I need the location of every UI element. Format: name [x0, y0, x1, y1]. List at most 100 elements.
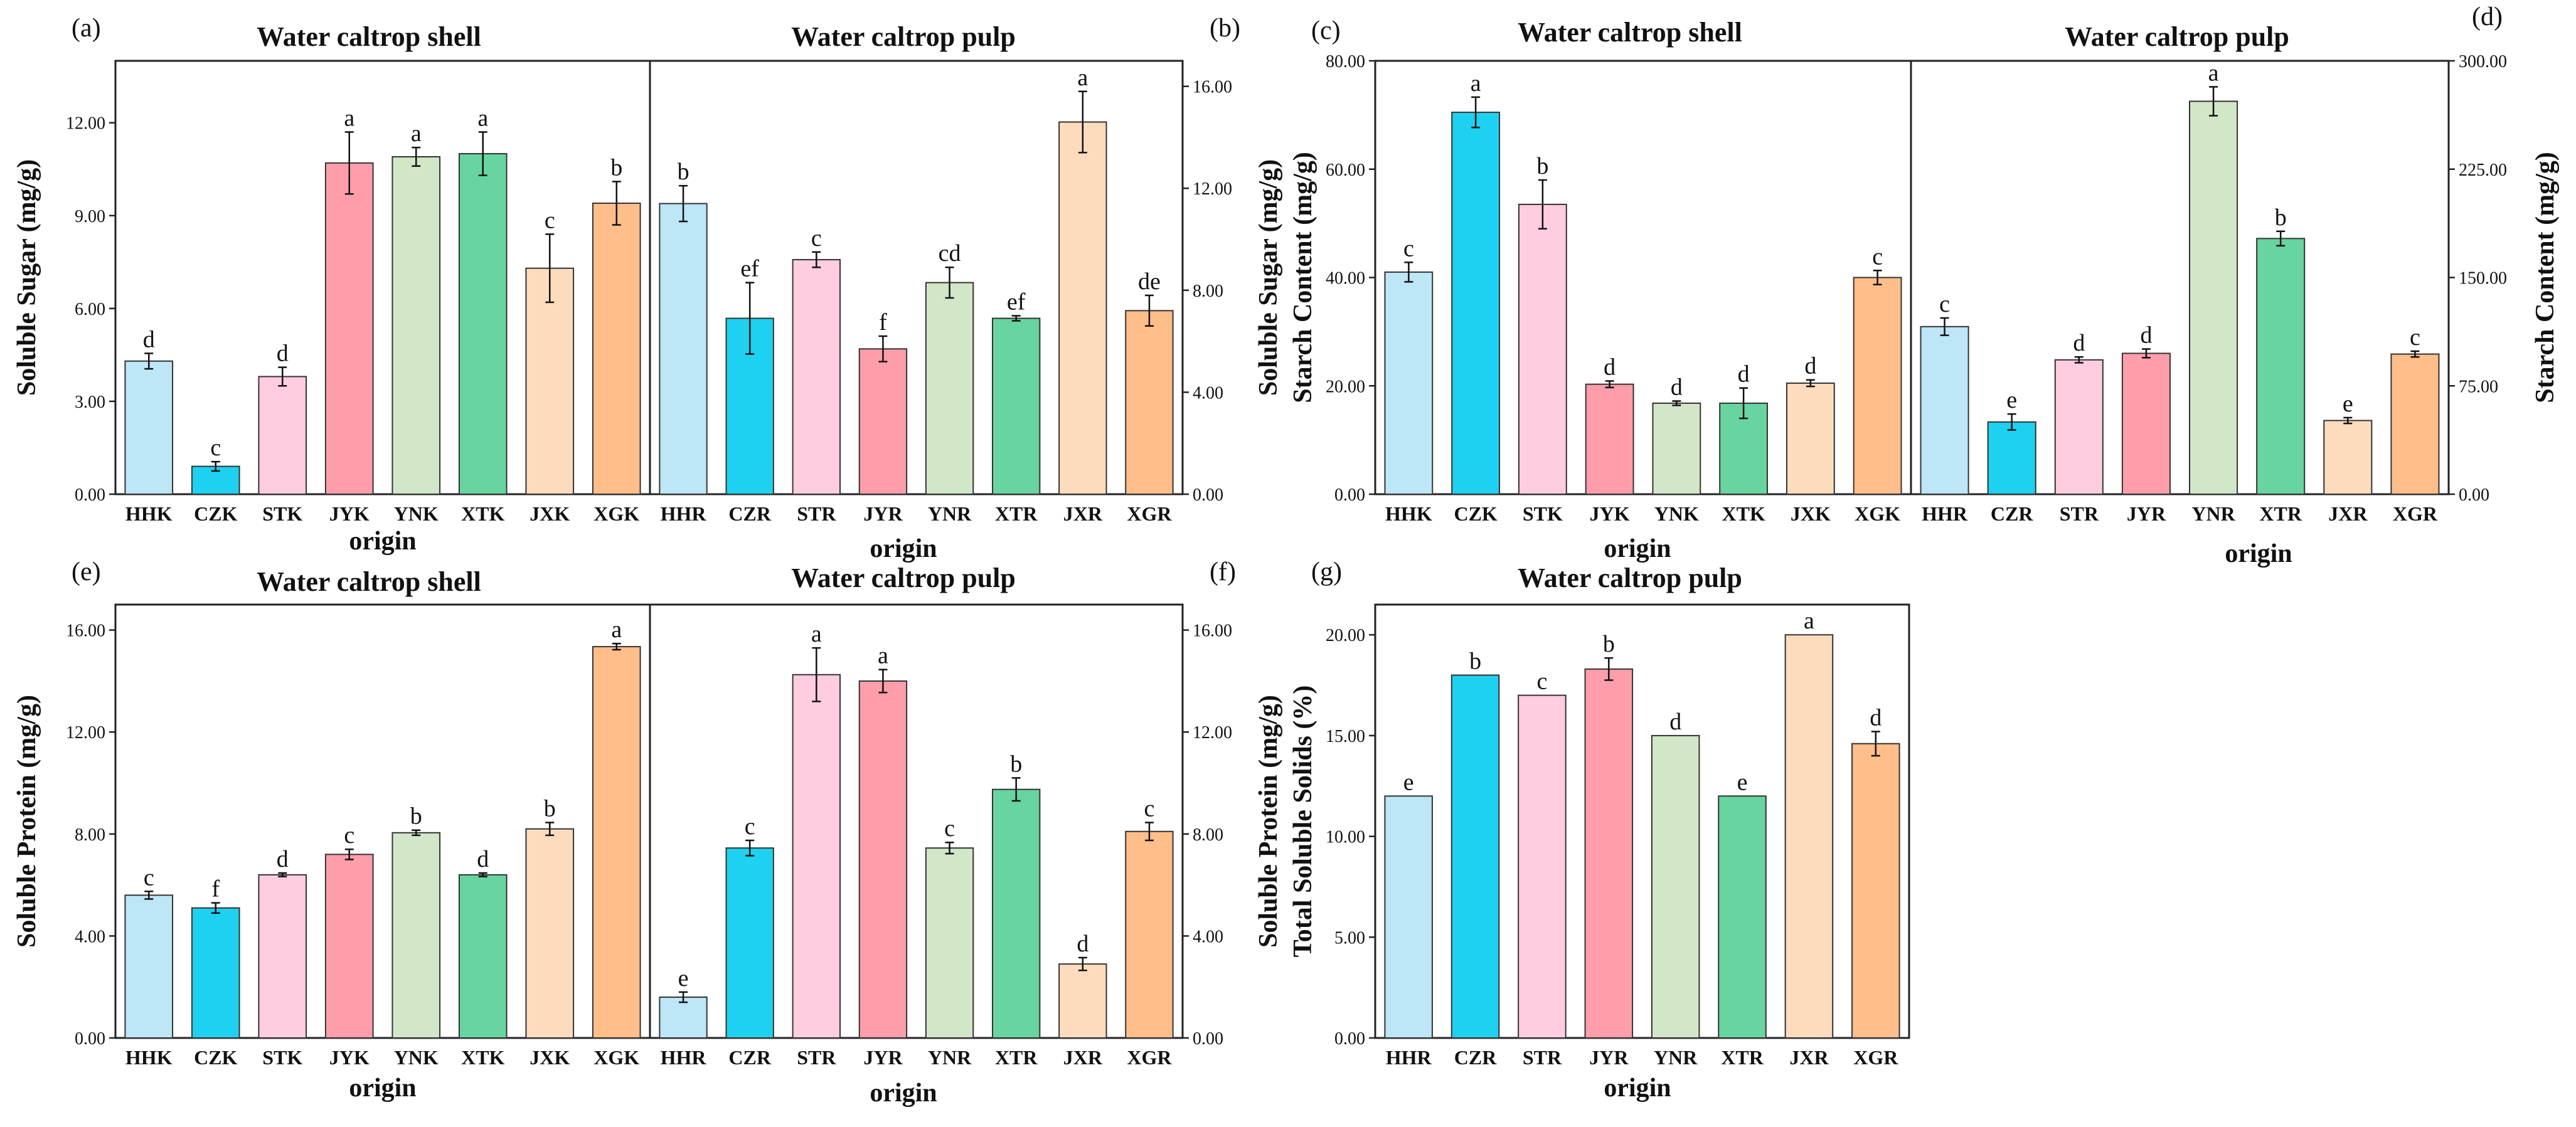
bar-XTK — [458, 153, 508, 495]
y-tick-label: 6.00 — [75, 300, 105, 319]
x-tick-label: XTK — [461, 502, 504, 525]
x-tick-label: YNK — [394, 1046, 439, 1069]
significance-label: a — [344, 105, 354, 132]
y-tick-label: 16.00 — [1193, 622, 1232, 641]
x-tick-label: CZK — [1454, 502, 1497, 525]
significance-label: a — [878, 643, 888, 669]
bar-XGK — [1853, 277, 1902, 495]
bar-YNK — [391, 156, 441, 495]
y-axis-title: Soluble Protein (mg/g) — [13, 695, 41, 948]
chart-total-soluble-solids: Water caltrop pulp (g) 0.00 5.00 10.00 15.00 2… — [1254, 558, 1910, 1103]
significance-label: b — [1469, 648, 1481, 674]
significance-label: d — [1604, 354, 1615, 380]
significance-label: e — [1737, 769, 1748, 795]
y-tick-label: 40.00 — [1326, 269, 1365, 288]
significance-label: ef — [740, 256, 759, 282]
bar-JYR — [858, 348, 908, 495]
significance-label: c — [811, 225, 822, 251]
panel-c: Water caltrop shell (c) 0.00 20.00 40.00 60.0… — [1254, 16, 1902, 563]
x-axis-title: origin — [870, 1079, 937, 1108]
significance-label: c — [1939, 291, 1950, 317]
bar-XTR — [992, 317, 1041, 495]
x-tick-label: JYR — [863, 502, 903, 525]
bar-HHR — [1384, 795, 1433, 1039]
bar-JXR — [1058, 963, 1107, 1039]
x-tick-label: XTR — [995, 1046, 1038, 1069]
y-tick-label: 0.00 — [1334, 1029, 1365, 1049]
y-axis-title: Soluble Sugar (mg/g) — [1254, 159, 1283, 396]
y-tick-label: 4.00 — [1193, 383, 1223, 403]
x-tick-label: JXK — [1791, 502, 1831, 525]
x-axis-title: origin — [1604, 534, 1671, 563]
significance-label: d — [1870, 704, 1881, 731]
bar-XTR — [992, 788, 1041, 1039]
bar-YNR — [925, 282, 974, 495]
bar-YNR — [1651, 734, 1700, 1039]
y-tick-label: 15.00 — [1326, 727, 1365, 746]
bar-HHR — [659, 996, 708, 1039]
bar-YNK — [391, 832, 441, 1039]
y-tick-label: 8.00 — [1193, 282, 1223, 301]
panel-e: Water caltrop shell (e) 0.00 4.00 8.00 12.00 1… — [13, 558, 641, 1103]
x-tick-label: CZR — [1454, 1046, 1497, 1069]
panel-title: Water caltrop pulp — [2065, 21, 2289, 52]
significance-label: a — [1077, 65, 1088, 91]
x-tick-label: STR — [797, 1046, 836, 1069]
x-tick-label: YNR — [1654, 1046, 1698, 1069]
significance-label: c — [1537, 669, 1548, 695]
significance-label: d — [2073, 330, 2085, 356]
x-tick-label: YNR — [2191, 502, 2235, 525]
x-tick-label: XGK — [593, 502, 639, 525]
x-tick-label: STR — [1523, 1046, 1562, 1069]
significance-label: c — [1144, 796, 1155, 822]
y-tick-label: 12.00 — [66, 723, 105, 743]
x-tick-label: XTK — [1722, 502, 1765, 525]
y-tick-label: 225.00 — [2459, 161, 2507, 180]
x-tick-label: HHR — [661, 1046, 707, 1069]
bar-XGR — [1125, 310, 1174, 495]
y-tick-label: 10.00 — [1326, 828, 1365, 847]
y-tick-label: 60.00 — [1326, 161, 1365, 180]
x-axis-title: origin — [349, 1074, 416, 1103]
y-tick-label: 150.00 — [2459, 269, 2507, 288]
significance-label: e — [1403, 769, 1414, 795]
bar-YNR — [925, 847, 974, 1039]
significance-label: a — [477, 105, 488, 132]
y-tick-label: 20.00 — [1326, 377, 1365, 396]
panel-letter: (b) — [1210, 14, 1240, 43]
bar-YNK — [1652, 402, 1701, 495]
significance-label: b — [610, 154, 622, 181]
panel-a: Water caltrop shell (a) 0.00 3.00 6.00 9.00 12… — [13, 14, 641, 556]
y-tick-label: 12.00 — [66, 114, 105, 134]
x-tick-label: YNR — [928, 1046, 972, 1069]
significance-label: e — [2343, 391, 2353, 417]
significance-label: d — [277, 846, 289, 872]
significance-label: d — [277, 341, 289, 367]
x-axis-title: origin — [2225, 539, 2292, 568]
x-tick-label: YNR — [928, 502, 972, 525]
bar-HHK — [124, 894, 174, 1039]
y-tick-label: 0.00 — [1193, 485, 1223, 505]
significance-label: c — [344, 822, 354, 849]
significance-label: ef — [1007, 288, 1026, 315]
x-tick-label: STR — [2060, 502, 2099, 525]
x-tick-label: XGR — [1127, 1046, 1172, 1069]
bar-JYK — [324, 854, 374, 1039]
y-axis-title: Total Soluble Solids (%) — [1289, 685, 1317, 958]
bar-JYR — [858, 680, 908, 1039]
y-tick-label: 0.00 — [1334, 485, 1365, 505]
x-tick-label: JXR — [2328, 502, 2368, 525]
bar-STK — [258, 376, 307, 495]
bar-XGR — [1851, 743, 1900, 1039]
bar-XGR — [1125, 830, 1174, 1039]
x-tick-label: JYK — [1590, 502, 1630, 525]
bar-XTR — [1718, 795, 1767, 1039]
x-tick-label: YNK — [1654, 502, 1699, 525]
panel-d: Water caltrop pulp (d) 0.00 75.00 150.00 225.… — [1920, 3, 2560, 568]
x-tick-label: CZK — [194, 502, 237, 525]
y-tick-label: 4.00 — [75, 927, 105, 946]
significance-label: a — [1471, 70, 1481, 97]
significance-label: d — [1804, 353, 1816, 379]
x-tick-label: HHK — [125, 1046, 173, 1069]
